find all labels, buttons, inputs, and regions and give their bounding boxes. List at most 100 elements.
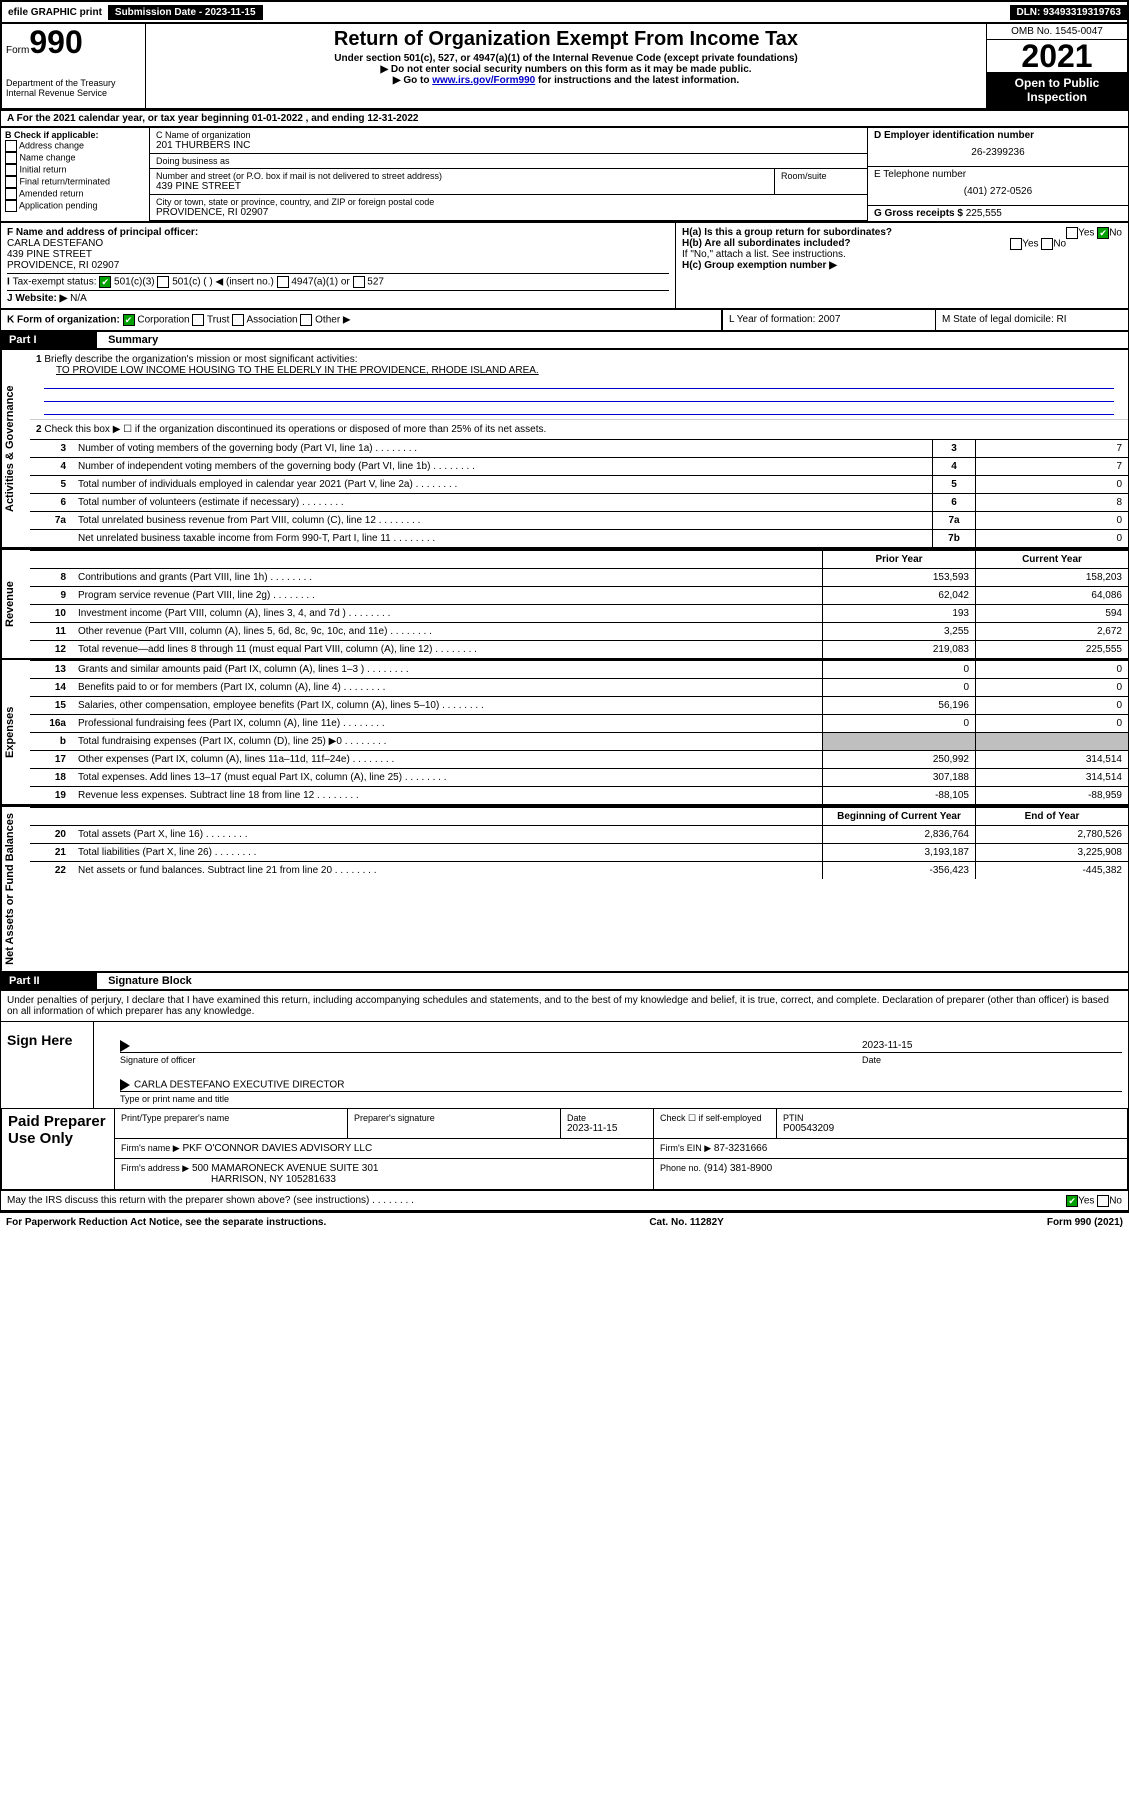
other-checkbox[interactable] (300, 314, 312, 326)
room-suite-label: Room/suite (775, 169, 867, 194)
501c3-checkbox[interactable]: ✔ (99, 276, 111, 288)
discuss-no[interactable] (1097, 1195, 1109, 1207)
ha-yes[interactable] (1066, 227, 1078, 239)
hc-label: H(c) Group exemption number ▶ (682, 260, 837, 271)
revenue-section: Revenue Prior YearCurrent Year8Contribut… (0, 548, 1129, 659)
form-page: Form 990 (2021) (1047, 1217, 1123, 1228)
hb-note: If "No," attach a list. See instructions… (682, 249, 1122, 260)
ein-label: D Employer identification number (874, 130, 1122, 141)
trust-checkbox[interactable] (192, 314, 204, 326)
dept-label: Department of the Treasury Internal Reve… (6, 78, 141, 98)
line1-text: Briefly describe the organization's miss… (44, 354, 357, 365)
city-state-zip: PROVIDENCE, RI 02907 (156, 207, 861, 218)
officer-name: CARLA DESTEFANO (7, 238, 669, 249)
phone-value: (401) 272-0526 (874, 180, 1122, 203)
ptin-label: PTIN (783, 1113, 1121, 1123)
gross-receipts-label: G Gross receipts $ (874, 208, 963, 219)
netassets-section: Net Assets or Fund Balances Beginning of… (0, 805, 1129, 972)
firm-addr2: HARRISON, NY 105281633 (211, 1174, 336, 1185)
check-applicable[interactable] (5, 164, 17, 176)
street-address: 439 PINE STREET (156, 181, 768, 192)
check-applicable[interactable] (5, 200, 17, 212)
paperwork-notice: For Paperwork Reduction Act Notice, see … (6, 1217, 326, 1228)
netassets-label: Net Assets or Fund Balances (1, 807, 30, 971)
ptin-value: P00543209 (783, 1123, 1121, 1134)
form-prefix: Form (6, 45, 29, 56)
dln-label: DLN: 93493319319763 (1010, 5, 1127, 20)
prep-date-label: Date (567, 1113, 647, 1123)
website-label: J Website: ▶ (7, 293, 67, 304)
firm-addr1: 500 MAMARONECK AVENUE SUITE 301 (192, 1163, 379, 1174)
page-footer: For Paperwork Reduction Act Notice, see … (0, 1211, 1129, 1232)
form-number: 990 (29, 24, 82, 60)
governance-section: Activities & Governance 1 Briefly descri… (0, 349, 1129, 548)
discuss-yes[interactable]: ✔ (1066, 1195, 1078, 1207)
ein-value: 26-2399236 (874, 141, 1122, 164)
org-name: 201 THURBERS INC (156, 140, 861, 151)
section-b-header-block: B Check if applicable: Address change Na… (0, 127, 1129, 222)
check-applicable[interactable] (5, 176, 17, 188)
sig-officer-label: Signature of officer (120, 1055, 862, 1065)
row-f-block: F Name and address of principal officer:… (0, 222, 1129, 309)
check-applicable[interactable] (5, 140, 17, 152)
gross-receipts-value: 225,555 (966, 208, 1002, 219)
check-applicable[interactable] (5, 152, 17, 164)
officer-addr2: PROVIDENCE, RI 02907 (7, 260, 669, 271)
4947-checkbox[interactable] (277, 276, 289, 288)
association-checkbox[interactable] (232, 314, 244, 326)
527-checkbox[interactable] (353, 276, 365, 288)
date-label: Date (862, 1055, 1122, 1065)
governance-label: Activities & Governance (1, 350, 30, 547)
part1-header: Part I Summary (0, 331, 1129, 349)
revenue-lines-table: Prior YearCurrent Year8Contributions and… (30, 550, 1128, 658)
open-public-label: Open to Public Inspection (987, 72, 1127, 108)
sign-here-label: Sign Here (1, 1022, 94, 1108)
part2-header: Part II Signature Block (0, 972, 1129, 990)
row-a-tax-year: A For the 2021 calendar year, or tax yea… (0, 110, 1129, 127)
addr-label: Number and street (or P.O. box if mail i… (156, 171, 768, 181)
officer-label: F Name and address of principal officer: (7, 227, 669, 238)
type-name-label: Type or print name and title (120, 1094, 1122, 1104)
instructions-link[interactable]: www.irs.gov/Form990 (432, 75, 535, 86)
declaration-text: Under penalties of perjury, I declare th… (1, 991, 1128, 1021)
state-domicile: M State of legal domicile: RI (935, 310, 1128, 330)
tax-year: 2021 (987, 40, 1127, 72)
cat-no: Cat. No. 11282Y (649, 1217, 723, 1228)
prep-sig-label: Preparer's signature (354, 1113, 554, 1123)
top-bar: efile GRAPHIC print Submission Date - 20… (0, 0, 1129, 24)
form-title: Return of Organization Exempt From Incom… (152, 28, 980, 51)
firm-phone: (914) 381-8900 (704, 1163, 772, 1174)
phone-label: E Telephone number (874, 169, 1122, 180)
expenses-lines-table: 13Grants and similar amounts paid (Part … (30, 660, 1128, 804)
col-d-e-g: D Employer identification number 26-2399… (867, 128, 1128, 221)
arrow-icon (120, 1079, 130, 1091)
firm-ein: 87-3231666 (714, 1143, 767, 1154)
col-c-org-info: C Name of organization 201 THURBERS INC … (150, 128, 867, 221)
firm-ein-label: Firm's EIN ▶ (660, 1143, 711, 1153)
ha-no[interactable]: ✔ (1097, 227, 1109, 239)
submission-date-btn[interactable]: Submission Date - 2023-11-15 (109, 5, 263, 20)
hb-no[interactable] (1041, 238, 1053, 250)
subtitle-1: Under section 501(c), 527, or 4947(a)(1)… (152, 53, 980, 64)
firm-addr-label: Firm's address ▶ (121, 1163, 189, 1173)
city-label: City or town, state or province, country… (156, 197, 861, 207)
corporation-checkbox[interactable]: ✔ (123, 314, 135, 326)
501c-checkbox[interactable] (157, 276, 169, 288)
sig-date: 2023-11-15 (862, 1040, 1122, 1052)
year-formation: L Year of formation: 2007 (722, 310, 935, 330)
expenses-section: Expenses 13Grants and similar amounts pa… (0, 659, 1129, 805)
hb-yes[interactable] (1010, 238, 1022, 250)
efile-label[interactable]: efile GRAPHIC print (2, 5, 109, 20)
form-org-label: K Form of organization: (7, 315, 120, 326)
signature-section: Under penalties of perjury, I declare th… (0, 990, 1129, 1211)
self-employed-check[interactable]: Check ☐ if self-employed (654, 1108, 777, 1138)
firm-phone-label: Phone no. (660, 1163, 701, 1173)
discuss-row: May the IRS discuss this return with the… (1, 1190, 1128, 1210)
mission-text: TO PROVIDE LOW INCOME HOUSING TO THE ELD… (56, 365, 539, 376)
officer-name-title: CARLA DESTEFANO EXECUTIVE DIRECTOR (134, 1079, 344, 1090)
col-b-checkboxes: B Check if applicable: Address change Na… (1, 128, 150, 221)
form-header: Form990 Department of the Treasury Inter… (0, 24, 1129, 110)
check-applicable[interactable] (5, 188, 17, 200)
org-name-label: C Name of organization (156, 130, 861, 140)
prep-date: 2023-11-15 (567, 1123, 647, 1134)
